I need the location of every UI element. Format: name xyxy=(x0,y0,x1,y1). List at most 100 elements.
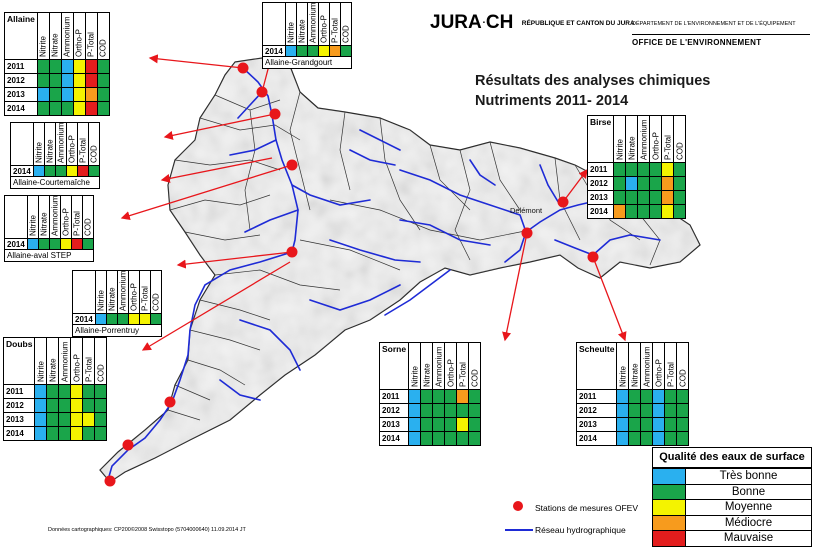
column-header: COD xyxy=(96,12,110,60)
quality-cell xyxy=(32,165,45,177)
quality-cell xyxy=(82,384,96,399)
table-courtemaiche: Nitrite Nitrate Ammonium Ortho-P P-Total COD 2… xyxy=(10,122,100,189)
column-header: Nitrite xyxy=(34,337,48,385)
table-row: 2014 xyxy=(2,426,108,441)
table-sorne: Sorne Nitrite Nitrate Ammonium Ortho-P P-Tota… xyxy=(378,342,482,446)
column-header: Nitrite xyxy=(94,270,107,314)
station-name: Allaine-aval STEP xyxy=(4,249,94,262)
quality-cell xyxy=(116,313,129,325)
column-header: Ammonium xyxy=(640,342,654,390)
quality-cell xyxy=(628,403,642,418)
quality-cell xyxy=(34,426,48,441)
quality-cell xyxy=(625,190,639,205)
quality-cell xyxy=(70,398,84,413)
quality-cell xyxy=(317,45,330,57)
title-line-2: Nutriments 2011- 2014 xyxy=(475,93,629,109)
quality-cell xyxy=(676,389,690,404)
quality-cell xyxy=(72,87,86,102)
station-name: Allaine-Courtemaîche xyxy=(10,176,100,189)
quality-cell xyxy=(637,162,651,177)
year-cell: 2014 xyxy=(2,426,36,441)
quality-cell xyxy=(72,59,86,74)
quality-cell xyxy=(673,204,687,219)
quality-legend: Qualité des eaux de surface Très bonne B… xyxy=(652,447,812,547)
year-cell: 2013 xyxy=(575,417,618,432)
quality-cell xyxy=(432,417,446,432)
table-row: 2013 xyxy=(378,417,482,432)
column-header: COD xyxy=(149,270,162,314)
office-label: OFFICE DE L'ENVIRONNEMENT xyxy=(632,38,762,47)
column-header: P-Total xyxy=(664,342,678,390)
quality-cell xyxy=(637,176,651,191)
quality-cell xyxy=(616,389,630,404)
quality-cell xyxy=(70,384,84,399)
table-row: 2012 xyxy=(378,403,482,418)
quality-cell xyxy=(420,403,434,418)
station-name: Sorne xyxy=(378,342,410,390)
legend-item: Bonne xyxy=(653,483,811,499)
quality-cell xyxy=(649,162,663,177)
quality-table: Sorne Nitrite Nitrate Ammonium Ortho-P P-Tota… xyxy=(378,342,482,446)
station-name: Scheulte xyxy=(575,342,618,390)
table-row: 2011 xyxy=(575,389,690,404)
quality-table: Allaine Nitrite Nitrate Ammonium Ortho-P P-To… xyxy=(4,12,110,116)
table-row: 2013 xyxy=(586,190,687,205)
year-cell: 2014 xyxy=(575,431,618,446)
column-header: Nitrite xyxy=(32,122,45,166)
column-header: COD xyxy=(339,2,352,46)
legend-swatch xyxy=(653,500,686,515)
quality-cell xyxy=(408,431,422,446)
table-row: 2014 xyxy=(10,165,100,177)
quality-cell xyxy=(34,384,48,399)
quality-cell xyxy=(661,162,675,177)
quality-cell xyxy=(58,412,72,427)
quality-table: Nitrite Nitrate Ammonium Ortho-P P-Total COD 2… xyxy=(10,122,100,189)
table-row: 2012 xyxy=(586,176,687,191)
column-header: Nitrite xyxy=(36,12,50,60)
quality-cell xyxy=(444,403,458,418)
quality-cell xyxy=(37,238,50,250)
quality-cell xyxy=(640,431,654,446)
column-header: Nitrite xyxy=(26,195,39,239)
table-row: 2011 xyxy=(4,59,110,74)
quality-cell xyxy=(58,384,72,399)
quality-cell xyxy=(76,165,89,177)
quality-cell xyxy=(444,389,458,404)
column-header: P-Total xyxy=(661,115,675,163)
quality-cell xyxy=(628,417,642,432)
quality-cell xyxy=(26,238,39,250)
year-cell: 2013 xyxy=(2,412,36,427)
quality-cell xyxy=(84,59,98,74)
quality-cell xyxy=(60,73,74,88)
quality-cell xyxy=(82,426,96,441)
quality-cell xyxy=(676,403,690,418)
quality-cell xyxy=(456,417,470,432)
quality-cell xyxy=(82,412,96,427)
legend-swatch xyxy=(653,515,686,530)
quality-cell xyxy=(444,417,458,432)
station-name xyxy=(262,2,286,46)
column-header: Nitrite xyxy=(616,342,630,390)
quality-cell xyxy=(48,87,62,102)
quality-cell xyxy=(673,190,687,205)
station-name xyxy=(72,270,96,314)
station-birse xyxy=(557,196,569,208)
table-grandgourt: Nitrite Nitrate Ammonium Ortho-P P-Total COD 2… xyxy=(262,2,352,69)
quality-cell xyxy=(652,403,666,418)
quality-table: Nitrite Nitrate Ammonium Ortho-P P-Total COD 2… xyxy=(262,2,352,69)
station-name xyxy=(10,122,34,166)
quality-cell xyxy=(36,59,50,74)
town-delemont: Delémont xyxy=(510,206,543,215)
station-doubs-1 xyxy=(164,396,176,408)
quality-cell xyxy=(676,431,690,446)
station-scheulte xyxy=(587,251,599,263)
quality-table: Nitrite Nitrate Ammonium Ortho-P P-Total COD 2… xyxy=(4,195,94,262)
quality-cell xyxy=(96,87,110,102)
quality-cell xyxy=(625,162,639,177)
quality-cell xyxy=(58,426,72,441)
table-row: 2014 xyxy=(378,431,482,446)
quality-cell xyxy=(456,431,470,446)
quality-cell xyxy=(616,417,630,432)
column-header: Nitrate xyxy=(420,342,434,390)
column-header: P-Total xyxy=(82,337,96,385)
